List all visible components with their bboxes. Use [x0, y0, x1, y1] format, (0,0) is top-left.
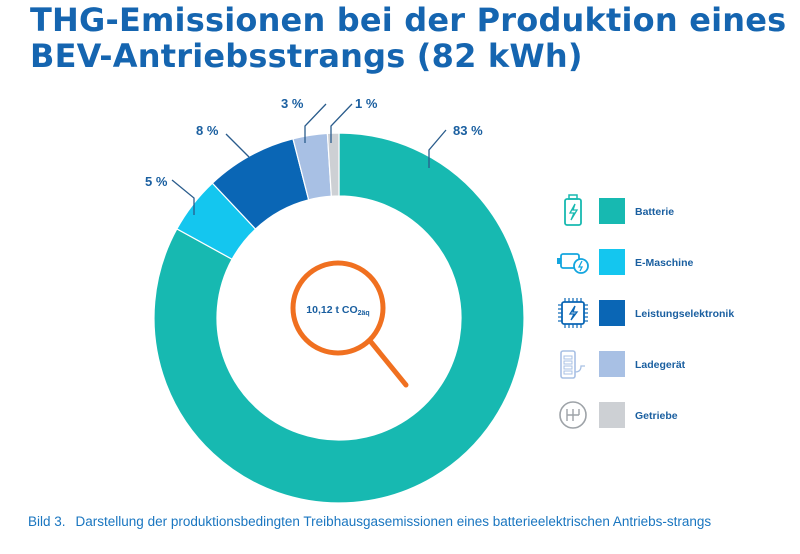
data-label: 5 % [145, 174, 168, 189]
leader-line [428, 129, 447, 168]
data-label: 1 % [355, 96, 378, 111]
legend-item-e-maschine: E-Maschine [557, 249, 694, 275]
leader-line [330, 103, 353, 143]
title-line-2: BEV-Antriebsstrangs (82 kWh) [30, 37, 583, 75]
legend-label: E-Maschine [635, 257, 694, 269]
caption-text: Darstellung der produktionsbedingten Tre… [75, 514, 712, 529]
legend-swatch [599, 351, 625, 377]
title-line-1: THG-Emissionen bei der Produktion eines [30, 1, 787, 39]
legend: Batterie E-Maschine Leistungselektronik Lad… [557, 194, 734, 429]
leader-lines [171, 103, 447, 215]
charger-icon [560, 350, 585, 379]
data-label: 3 % [281, 96, 304, 111]
data-label: 8 % [196, 123, 219, 138]
slice-batterie [153, 132, 525, 504]
caption-number: Bild 3. [28, 514, 66, 529]
electric-motor-icon [557, 253, 589, 274]
legend-item-ladegerät: Ladegerät [560, 350, 686, 379]
center-total-label: 10,12 t CO2äq [306, 304, 369, 317]
legend-swatch [599, 249, 625, 275]
leader-line [304, 103, 327, 143]
leader-line [171, 179, 195, 215]
chart-title: THG-Emissionen bei der Produktion eines … [30, 2, 786, 74]
legend-item-getriebe: Getriebe [559, 401, 678, 429]
legend-label: Ladegerät [635, 359, 686, 371]
data-label: 83 % [453, 123, 483, 138]
slices [153, 132, 525, 504]
legend-swatch [599, 198, 625, 224]
magnifier-icon [290, 260, 409, 388]
data-labels: 83 % 5 % 8 % 3 % 1 % [145, 96, 483, 189]
battery-icon [564, 194, 582, 226]
leader-line [225, 133, 250, 158]
legend-swatch [599, 300, 625, 326]
chip-icon [558, 298, 588, 328]
figure-caption: Bild 3. Darstellung der produktionsbeding… [28, 512, 788, 532]
legend-swatch [599, 402, 625, 428]
gearbox-icon [559, 401, 587, 429]
legend-label: Leistungselektronik [635, 308, 734, 320]
legend-item-batterie: Batterie [564, 194, 674, 226]
legend-label: Batterie [635, 206, 674, 218]
legend-item-leistungselektronik: Leistungselektronik [558, 298, 734, 328]
legend-label: Getriebe [635, 410, 678, 422]
